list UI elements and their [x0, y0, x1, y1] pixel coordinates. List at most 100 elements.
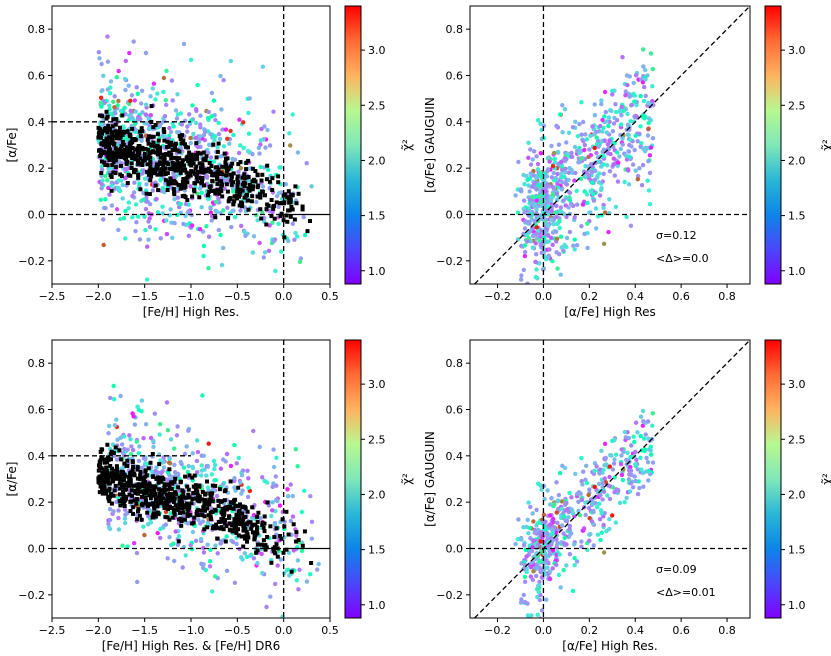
data-point — [247, 183, 252, 187]
data-point — [527, 206, 532, 211]
data-point — [139, 489, 144, 494]
data-point — [231, 506, 236, 511]
data-point — [184, 444, 189, 449]
data-point — [151, 125, 156, 130]
data-point — [139, 398, 145, 403]
data-point — [99, 104, 104, 109]
data-point — [127, 433, 132, 438]
data-point — [596, 180, 602, 185]
data-point — [99, 159, 104, 164]
data-point — [587, 516, 592, 521]
data-point — [180, 160, 185, 165]
data-point — [188, 543, 193, 548]
data-point — [153, 227, 158, 232]
data-point — [534, 573, 539, 579]
data-point — [573, 170, 578, 176]
data-point — [113, 445, 118, 450]
data-point — [280, 320, 284, 324]
data-point — [159, 479, 164, 484]
data-point — [592, 102, 597, 107]
data-point — [585, 245, 590, 251]
data-point — [294, 530, 299, 535]
data-point — [133, 228, 138, 234]
data-point — [305, 229, 310, 234]
data-point — [126, 475, 131, 479]
data-point — [115, 470, 120, 475]
data-point — [111, 493, 116, 498]
data-point — [128, 509, 133, 513]
data-point — [128, 108, 133, 114]
data-point — [194, 164, 199, 169]
x-tick-label: 0.4 — [626, 290, 644, 303]
data-point — [538, 539, 543, 544]
x-tick-label: −1.0 — [178, 290, 205, 303]
data-point — [139, 502, 144, 507]
data-point — [290, 514, 296, 519]
data-point — [541, 250, 546, 256]
data-point — [124, 464, 129, 468]
data-point — [174, 130, 180, 135]
data-point — [524, 554, 529, 559]
data-point — [155, 510, 160, 515]
data-point — [210, 509, 215, 514]
data-point — [628, 137, 633, 142]
data-point — [248, 520, 253, 525]
panel-4: −0.2 0.0 0.2 0.4 0.6 0.8−0.20.00.20.40.60.8[α… — [423, 339, 831, 653]
data-point — [158, 155, 163, 160]
data-point — [585, 200, 590, 206]
data-point — [596, 143, 602, 148]
data-point — [229, 174, 234, 179]
data-point — [531, 538, 537, 543]
data-point — [551, 516, 556, 522]
data-point — [245, 509, 250, 514]
data-point — [158, 171, 163, 176]
data-point — [253, 179, 258, 184]
data-point — [154, 196, 159, 202]
data-point — [232, 485, 237, 490]
data-point — [515, 537, 520, 542]
data-point — [123, 487, 128, 492]
data-point — [570, 588, 576, 594]
data-point — [263, 145, 268, 150]
data-point — [168, 492, 173, 496]
data-point — [260, 184, 266, 189]
data-point — [274, 526, 279, 531]
data-point — [266, 248, 272, 253]
data-point — [595, 214, 601, 219]
data-point — [168, 437, 174, 442]
colorbar-tick-label: 2.5 — [788, 433, 806, 446]
data-point — [632, 439, 637, 445]
data-point — [643, 77, 648, 82]
data-point — [141, 475, 146, 480]
data-point — [98, 462, 103, 467]
data-point — [566, 515, 571, 520]
data-point — [143, 188, 149, 193]
data-point — [552, 156, 558, 161]
data-point — [650, 136, 656, 141]
data-point — [265, 167, 271, 173]
data-point — [104, 140, 109, 145]
data-point — [131, 483, 136, 488]
data-point — [228, 128, 233, 134]
data-point — [228, 463, 234, 469]
data-point — [120, 182, 125, 188]
data-point — [99, 121, 104, 126]
data-point — [143, 146, 148, 151]
data-point — [603, 109, 608, 115]
data-point — [132, 138, 137, 143]
data-point — [220, 182, 225, 187]
data-point — [186, 428, 191, 433]
data-point — [251, 428, 256, 434]
data-point — [241, 504, 246, 509]
data-point — [155, 143, 160, 148]
colorbar-tick-label: 1.5 — [368, 210, 386, 223]
data-point — [109, 449, 114, 454]
data-point — [513, 193, 518, 198]
data-point — [131, 505, 136, 510]
data-point — [199, 473, 204, 478]
data-point — [264, 207, 269, 212]
data-point — [251, 556, 257, 561]
data-point — [125, 181, 130, 185]
data-point — [546, 233, 551, 238]
data-point — [132, 471, 137, 476]
